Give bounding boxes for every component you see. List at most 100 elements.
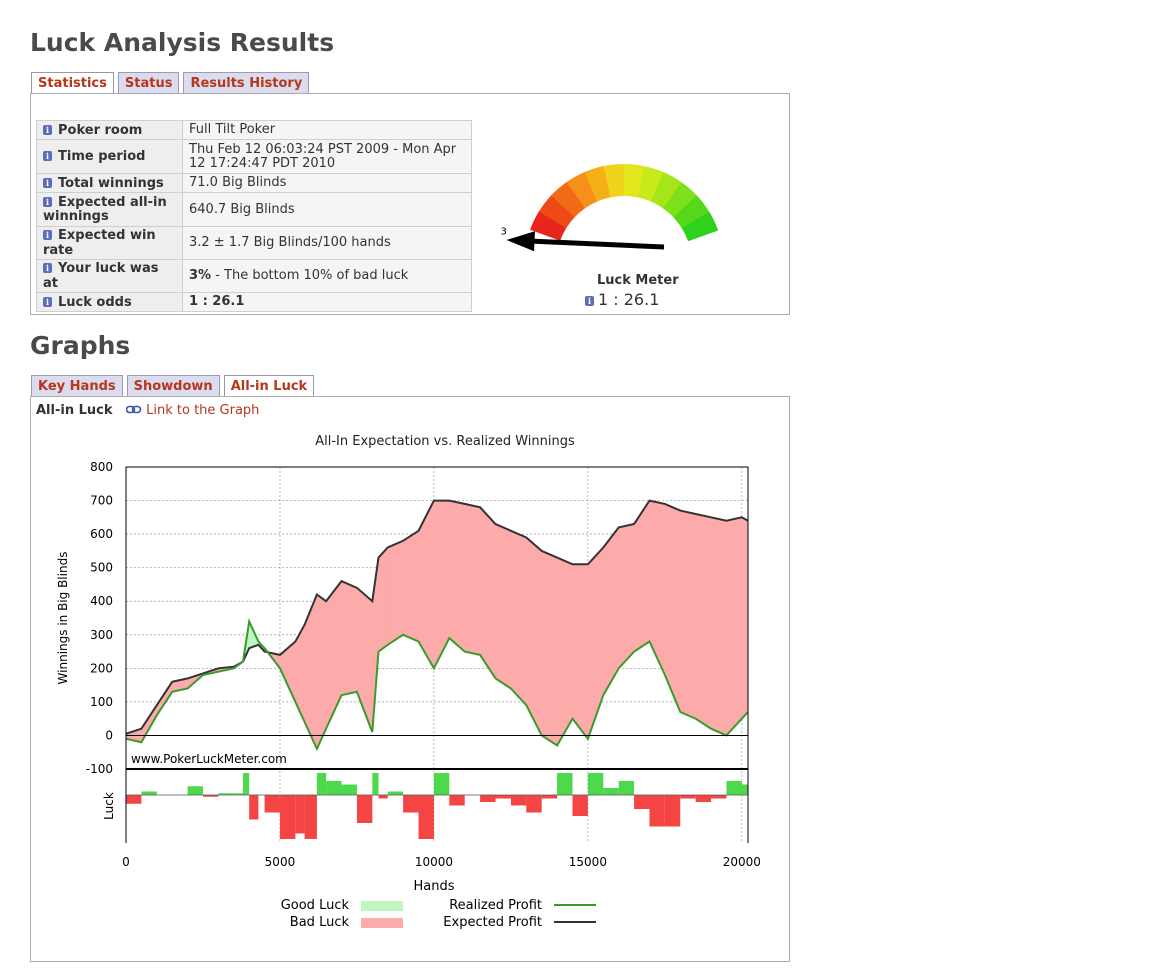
y-tick-label: 400 (90, 594, 113, 608)
luck-area (479, 506, 496, 680)
stats-value: Thu Feb 12 06:03:24 PST 2009 - Mon Apr 1… (182, 139, 472, 174)
stats-row-luck-percent: i Your luck was at 3% - The bottom 10% of… (36, 259, 472, 293)
tab-allin-luck[interactable]: All-in Luck (223, 375, 315, 399)
stats-key: Luck odds (58, 294, 132, 310)
y-tick-label: 700 (90, 494, 113, 508)
info-icon[interactable]: i (43, 296, 52, 307)
graph-header-label: All-in Luck (36, 403, 113, 418)
info-icon[interactable]: i (43, 151, 52, 161)
luck-bar-bad (711, 795, 727, 799)
stats-value: - The bottom 10% of bad luck (211, 268, 409, 283)
y-tick-label: 0 (105, 728, 113, 742)
info-icon[interactable]: i (43, 230, 52, 240)
luck-bar-bad (126, 795, 142, 804)
luck-area (633, 499, 650, 653)
luck-area (741, 516, 749, 720)
y-axis-label: Winnings in Big Blinds (56, 552, 70, 685)
luck-bar-good (326, 781, 342, 795)
gauge-segment (566, 171, 598, 209)
luck-bar-good (726, 781, 742, 795)
luck-bar-good (316, 773, 327, 795)
y-tick-label: 200 (90, 661, 113, 675)
stats-value: 1 : 26.1 (182, 292, 472, 312)
stats-row-win-rate: i Expected win rate 3.2 ± 1.7 Big Blinds/… (36, 226, 472, 260)
legend-bad-luck-label: Bad Luck (290, 915, 350, 930)
stats-value-bold: 3% (189, 268, 212, 283)
gauge-segment (603, 164, 625, 198)
y-tick-label: -100 (86, 762, 113, 776)
series-realized-line (125, 617, 749, 752)
stats-value: 640.7 Big Blinds (182, 192, 472, 227)
graph-link[interactable]: Link to the Graph (125, 403, 260, 418)
luck-bar-bad (541, 795, 558, 799)
x-axis-label: Hands (413, 879, 454, 894)
luck-bar-bad (695, 795, 712, 802)
luck-area (618, 523, 635, 669)
graph-panel: All-in Luck Link to the Graph All-In Exp… (30, 396, 790, 962)
tab-showdown[interactable]: Showdown (126, 375, 220, 398)
luck-bar-good (618, 781, 635, 795)
y-tick-label: 600 (90, 527, 113, 541)
allin-luck-chart: All-In Expectation vs. Realized Winnings… (56, 434, 761, 930)
luck-bar-bad (295, 795, 305, 834)
graph-link-text[interactable]: Link to the Graph (146, 403, 260, 418)
x-tick-label: 5000 (265, 855, 296, 869)
luck-bar-good (557, 773, 573, 795)
statistics-panel: i Poker room Full Tilt Poker i Time period… (30, 93, 790, 315)
luck-bar-bad (664, 795, 681, 827)
legend-good-luck-label: Good Luck (281, 898, 350, 913)
luck-bar-bad (526, 795, 542, 813)
page-title: Luck Analysis Results (30, 28, 335, 57)
luck-bar-bad (249, 795, 259, 820)
gauge-segment (584, 165, 611, 202)
luck-bar-good (387, 791, 404, 795)
gauge-segment (530, 210, 567, 241)
info-icon[interactable]: i (43, 177, 52, 188)
tab-key-hands[interactable]: Key Hands (31, 375, 123, 398)
stats-row-poker-room: i Poker room Full Tilt Poker (36, 120, 472, 140)
tab-results-history[interactable]: Results History (183, 72, 310, 95)
stats-key: Poker room (58, 122, 143, 138)
gauge-needle-arrowhead (506, 231, 535, 252)
legend-bad-luck-swatch (361, 918, 403, 928)
stats-key: Expected win rate (43, 228, 156, 258)
legend-expected-label: Expected Profit (443, 915, 542, 930)
chart-title: All-In Expectation vs. Realized Winnings (315, 434, 575, 449)
gauge-segment (673, 195, 710, 229)
luck-bar-good (741, 784, 748, 795)
luck-area (341, 580, 358, 696)
info-icon[interactable]: i (585, 296, 594, 306)
luck-bar-bad (356, 795, 373, 823)
stats-row-total-winnings: i Total winnings 71.0 Big Blinds (36, 173, 472, 193)
results-tabs: Statistics Status Results History (31, 72, 310, 96)
stats-value: Full Tilt Poker (182, 120, 472, 140)
luck-area (510, 530, 527, 706)
info-icon[interactable]: i (43, 263, 52, 273)
y-tick-label: 100 (90, 695, 113, 709)
luck-bar-good (141, 791, 157, 795)
luck-area (387, 540, 404, 646)
x-tick-label: 0 (122, 855, 130, 869)
stats-key: Total winnings (58, 175, 164, 191)
gauge-segment (663, 182, 698, 218)
y-tick-label: 300 (90, 628, 113, 642)
luck-area (495, 523, 512, 689)
stats-key: Expected all-in winnings (43, 194, 167, 224)
stats-value: 71.0 Big Blinds (182, 173, 472, 193)
tab-statistics[interactable]: Statistics (31, 72, 114, 96)
info-icon[interactable]: i (43, 196, 52, 207)
info-icon[interactable]: i (43, 124, 52, 135)
stats-table: i Poker room Full Tilt Poker i Time period… (36, 120, 472, 312)
luck-bar-bad (378, 795, 388, 799)
luck-bar-bad (572, 795, 588, 816)
luck-area (464, 503, 481, 656)
luck-bar-bad (202, 795, 219, 797)
x-tick-label: 10000 (415, 855, 453, 869)
stats-value: 3.2 ± 1.7 Big Blinds/100 hands (182, 226, 472, 260)
luck-meter-title: Luck Meter (597, 273, 679, 288)
gauge-segment (637, 166, 665, 202)
stats-row-expected-allin: i Expected all-in winnings 640.7 Big Blin… (36, 192, 472, 227)
tab-status[interactable]: Status (117, 72, 180, 95)
y-tick-label: 800 (90, 460, 113, 474)
luck-bar-good (372, 773, 379, 795)
